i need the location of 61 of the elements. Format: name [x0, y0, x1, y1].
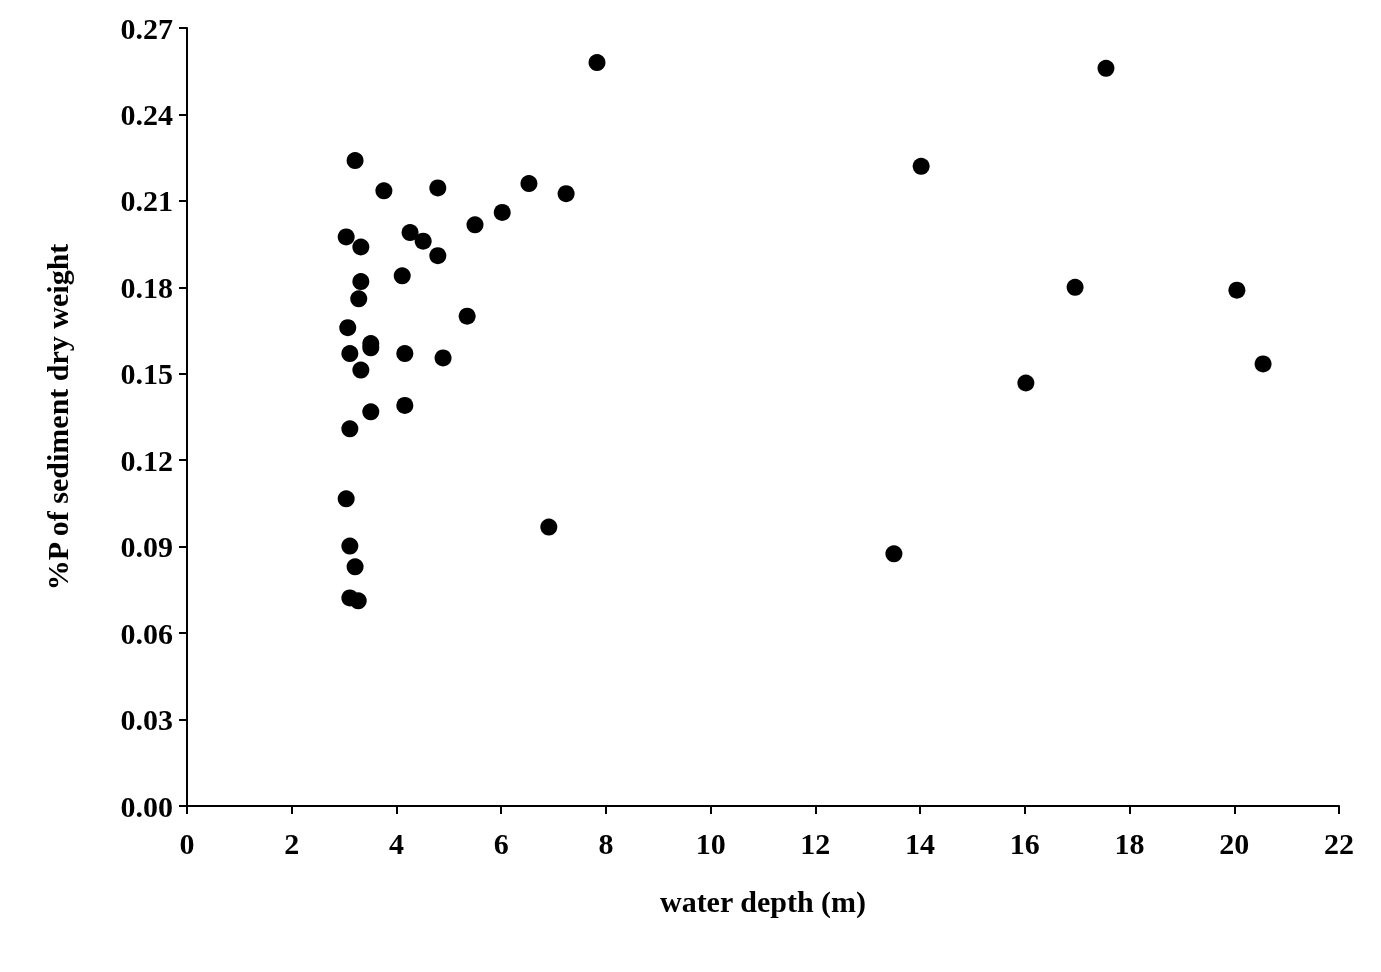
y-tick-label: 0.18 [120, 270, 173, 304]
y-tick-label: 0.06 [120, 616, 173, 650]
y-tick-label: 0.03 [120, 703, 173, 737]
point [393, 267, 411, 285]
point [429, 247, 447, 265]
x-tick-label: 12 [800, 826, 831, 860]
x-tick-label: 4 [388, 826, 404, 860]
x-tick-label: 20 [1219, 826, 1250, 860]
x-tick-label: 18 [1114, 826, 1145, 860]
point [1254, 355, 1272, 373]
point [429, 179, 447, 197]
x-tick-label: 10 [695, 826, 726, 860]
point [401, 224, 419, 242]
point [350, 290, 368, 308]
x-axis-title: water depth (m) [659, 884, 867, 919]
point [375, 182, 393, 200]
point [341, 537, 359, 555]
point [1228, 281, 1246, 299]
point [1097, 59, 1115, 77]
point [557, 185, 575, 203]
point [346, 152, 364, 170]
point [346, 558, 364, 576]
point [466, 216, 484, 234]
point [337, 228, 355, 246]
point [352, 361, 370, 379]
point [520, 175, 538, 193]
x-tick-label: 22 [1324, 826, 1354, 860]
point [341, 420, 359, 438]
point [352, 273, 370, 291]
point [912, 157, 930, 175]
point [1066, 278, 1084, 296]
point [337, 490, 355, 508]
point [1017, 374, 1035, 392]
x-tick-label: 16 [1009, 826, 1040, 860]
point [414, 232, 432, 250]
x-tick-label: 8 [598, 826, 614, 860]
y-tick-label: 0.09 [120, 530, 173, 564]
x-tick-label: 0 [179, 826, 195, 860]
point [341, 345, 359, 363]
point [458, 307, 476, 325]
x-tick-label: 14 [905, 826, 936, 860]
x-tick-label: 2 [284, 826, 300, 860]
point [588, 54, 606, 72]
y-axis-title: %P of sediment dry weight [40, 243, 74, 591]
point [362, 403, 380, 421]
point [396, 396, 414, 414]
y-tick-label: 0.21 [120, 184, 173, 218]
y-tick-label: 0.15 [120, 357, 173, 391]
point [434, 349, 452, 367]
point [349, 592, 367, 610]
y-tick-label: 0.24 [120, 97, 173, 131]
y-tick-label: 0.12 [120, 443, 173, 477]
point [885, 545, 903, 563]
point [540, 518, 558, 536]
x-tick-label: 6 [493, 826, 509, 860]
y-tick-label: 0.00 [120, 789, 173, 823]
point [339, 319, 357, 337]
point [352, 238, 370, 256]
point [396, 345, 414, 363]
point [493, 203, 511, 221]
y-tick-label: 0.27 [120, 11, 173, 45]
